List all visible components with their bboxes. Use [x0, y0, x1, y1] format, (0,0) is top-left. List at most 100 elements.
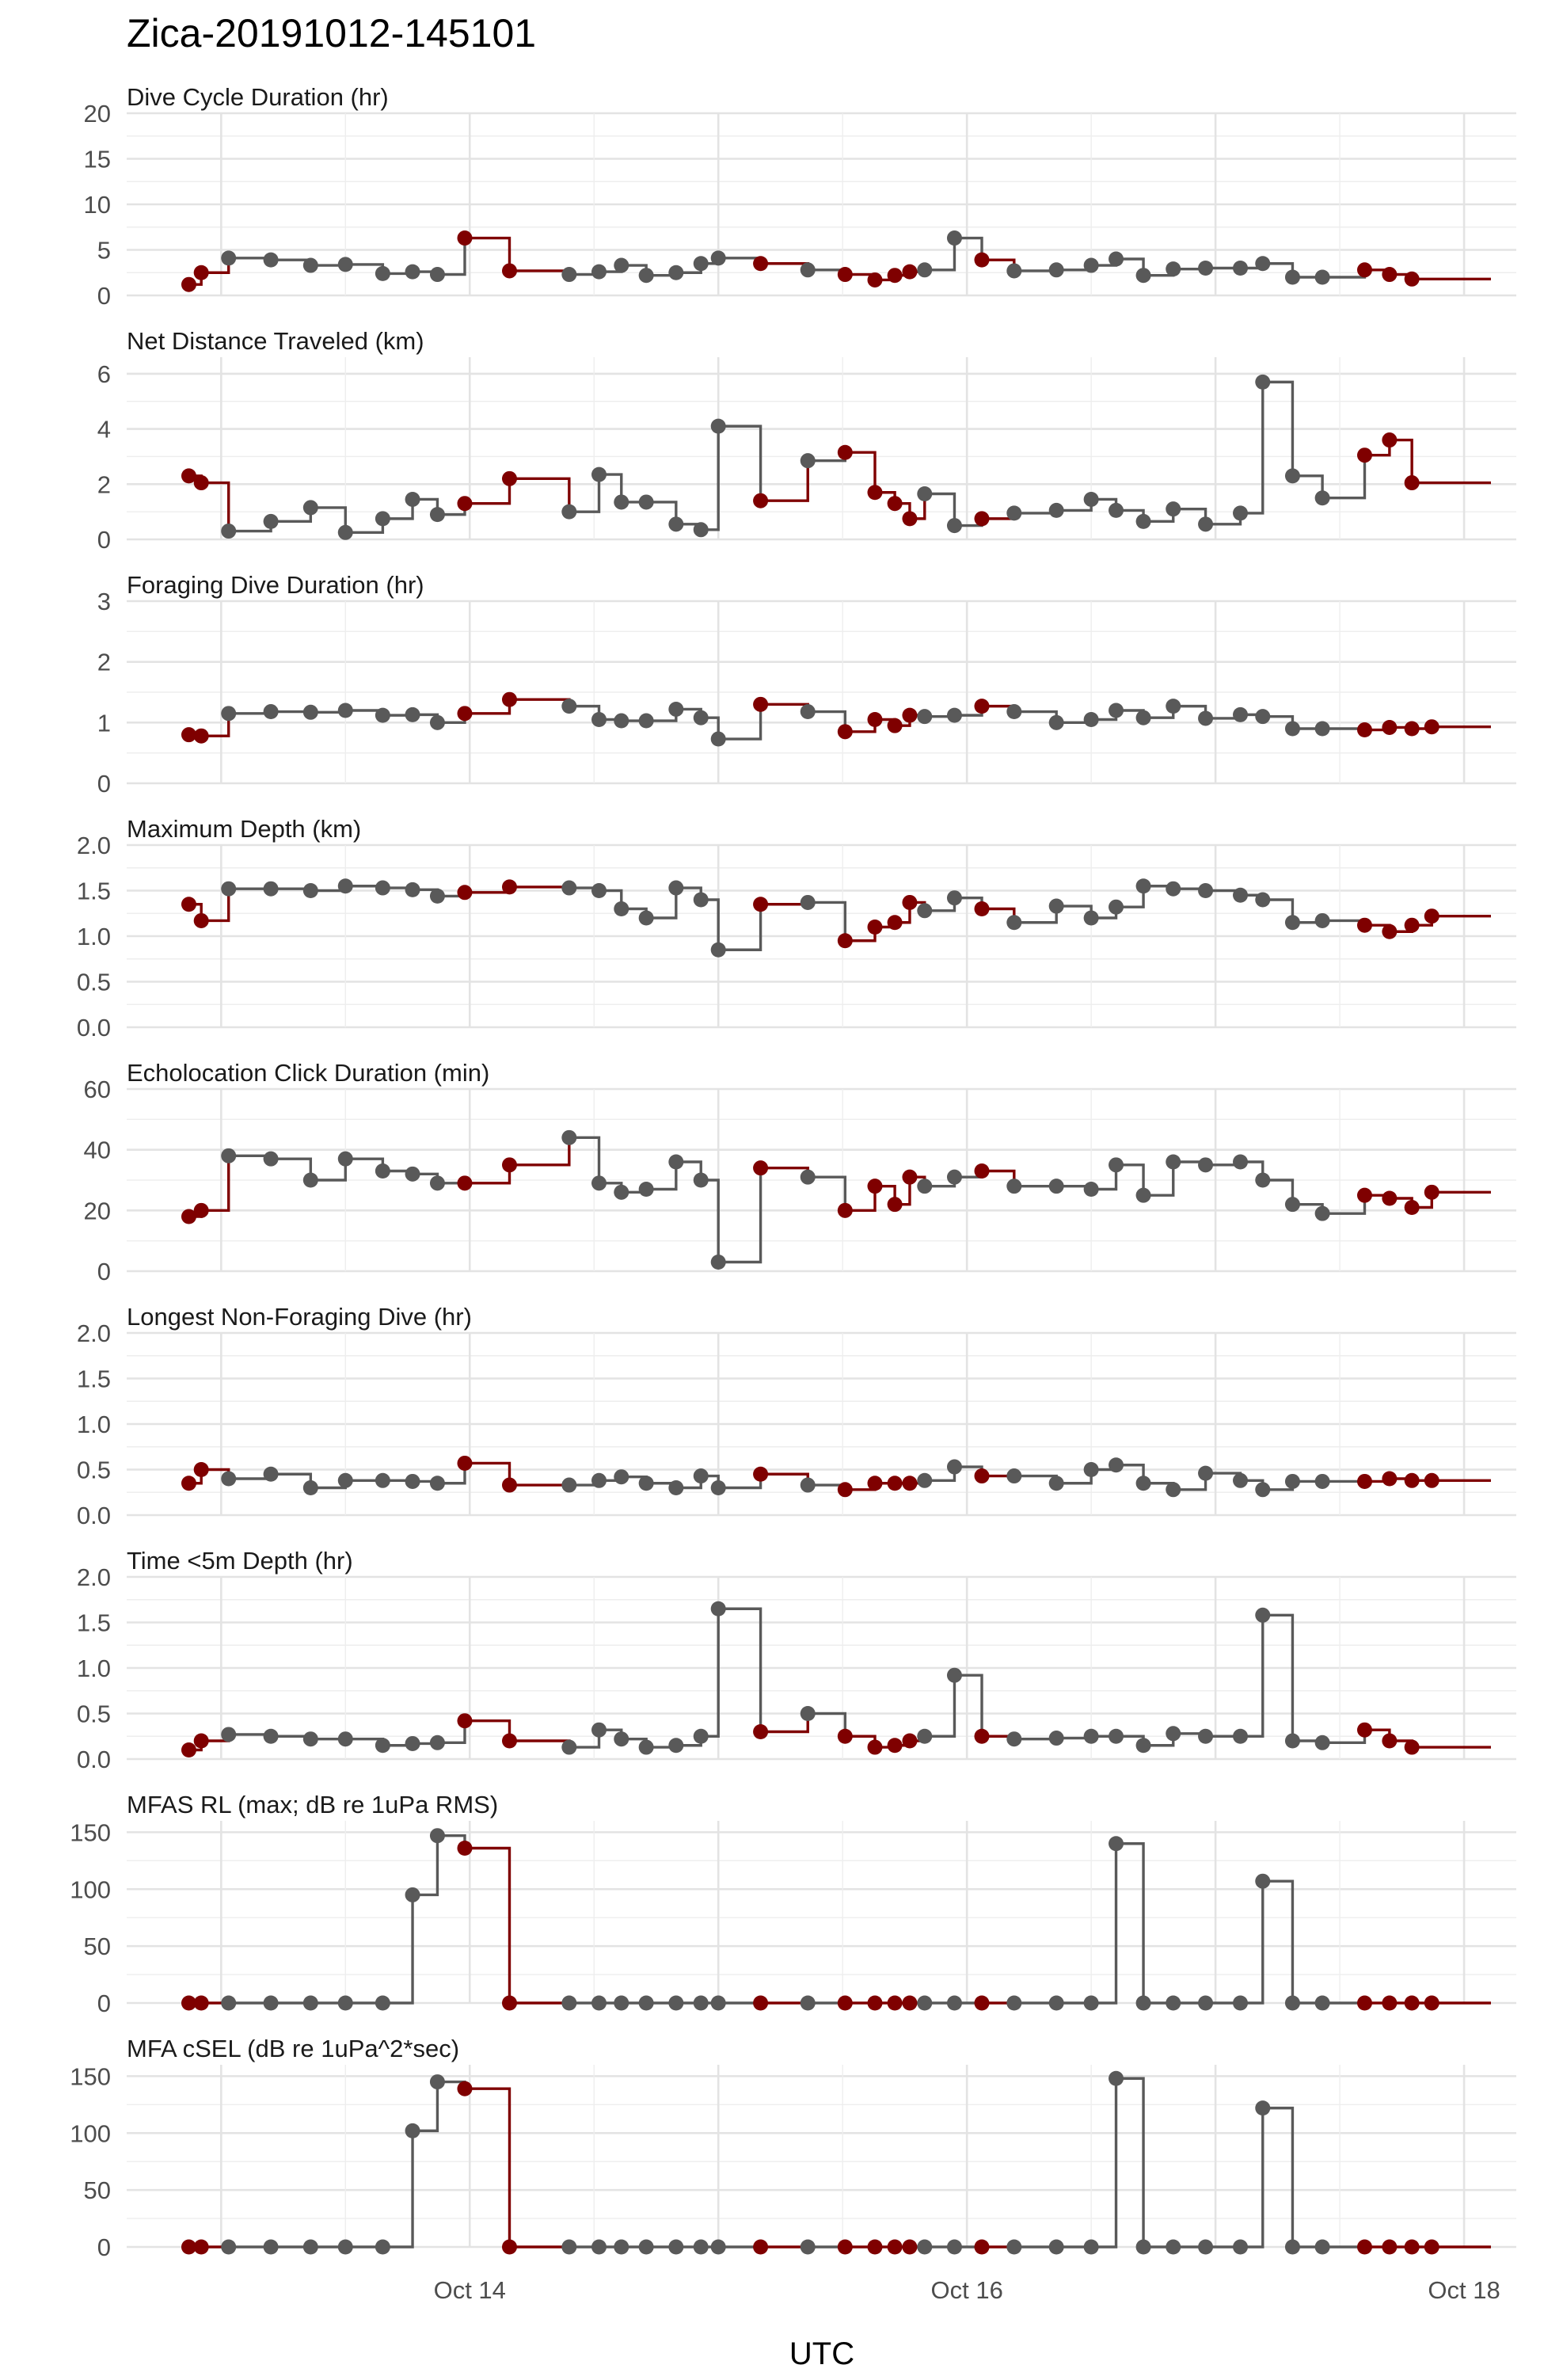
- data-point: [1233, 261, 1249, 276]
- data-point: [1109, 703, 1124, 718]
- y-tick-label: 60: [84, 1076, 111, 1103]
- data-point: [638, 1182, 654, 1197]
- data-point: [902, 1733, 918, 1749]
- data-point: [1083, 1182, 1099, 1197]
- data-point: [1198, 516, 1214, 532]
- data-point: [302, 1995, 318, 2011]
- data-point: [710, 942, 726, 958]
- data-point: [837, 933, 853, 949]
- data-point: [1135, 1738, 1151, 1754]
- data-point: [1198, 2239, 1214, 2255]
- data-point: [1255, 256, 1271, 272]
- data-point: [974, 252, 990, 268]
- data-point: [887, 1738, 903, 1754]
- data-point: [1404, 1995, 1420, 2011]
- step-segment: [382, 2131, 414, 2249]
- step-segment: [413, 1835, 439, 1897]
- data-point: [800, 262, 816, 278]
- data-point: [429, 507, 445, 523]
- data-point: [405, 264, 420, 280]
- data-point: [1382, 267, 1398, 283]
- data-point: [457, 1713, 473, 1729]
- data-point: [1233, 2239, 1249, 2255]
- data-point: [457, 706, 473, 722]
- step-segment: [1240, 1881, 1264, 2005]
- data-point: [1109, 1457, 1124, 1473]
- data-point: [1314, 721, 1330, 737]
- data-point: [693, 1468, 709, 1484]
- data-point: [837, 2239, 853, 2255]
- data-point: [1135, 1476, 1151, 1491]
- data-point: [1424, 719, 1439, 735]
- data-point: [591, 466, 607, 482]
- data-point: [591, 264, 607, 280]
- data-point: [974, 1728, 990, 1744]
- data-point: [405, 1473, 420, 1489]
- data-point: [181, 1995, 196, 2011]
- data-point: [1382, 923, 1398, 939]
- data-point: [1284, 915, 1300, 931]
- step-segment: [1262, 2106, 1295, 2247]
- data-point: [800, 1995, 816, 2011]
- data-point: [263, 1151, 279, 1167]
- step-segment: [437, 238, 466, 276]
- data-point: [710, 1601, 726, 1616]
- data-point: [946, 1169, 962, 1185]
- data-point: [917, 1472, 933, 1488]
- data-point: [1356, 1722, 1372, 1738]
- data-point: [753, 1724, 769, 1739]
- step-segment: [509, 477, 571, 512]
- x-axis: Oct 14 Oct 16 Oct 18: [434, 2276, 1500, 2304]
- panel-3: Foraging Dive Duration (hr) 0 1 2 3: [97, 571, 1516, 798]
- data-point: [1233, 1995, 1249, 2011]
- x-tick-label: Oct 16: [930, 2276, 1002, 2304]
- data-point: [668, 880, 684, 896]
- data-point: [181, 1209, 196, 1224]
- data-point: [181, 468, 196, 484]
- step-segment: [1143, 1162, 1175, 1197]
- data-point: [302, 1172, 318, 1188]
- data-point: [1198, 1465, 1214, 1481]
- y-tick-label: 1.0: [77, 923, 111, 950]
- data-point: [561, 699, 577, 714]
- y-tick-label: 150: [70, 1818, 111, 1846]
- data-point: [1048, 262, 1064, 278]
- data-point: [221, 1148, 237, 1163]
- y-tick-label: 10: [84, 191, 111, 219]
- y-tick-label: 5: [97, 237, 111, 265]
- step-segment: [646, 1162, 678, 1191]
- data-point: [1135, 878, 1151, 894]
- data-point: [693, 710, 709, 725]
- data-point: [946, 1995, 962, 2011]
- data-point: [1006, 1731, 1022, 1747]
- step-segment: [718, 425, 762, 501]
- data-point: [1006, 704, 1022, 720]
- data-point: [887, 1197, 903, 1213]
- panel-title: Foraging Dive Duration (hr): [127, 571, 424, 599]
- data-point: [337, 524, 353, 540]
- data-point: [1424, 908, 1439, 924]
- data-point: [902, 264, 918, 280]
- data-point: [800, 1169, 816, 1185]
- data-point: [1135, 268, 1151, 284]
- data-point: [1404, 721, 1420, 737]
- data-point: [1109, 502, 1124, 518]
- data-point: [181, 276, 196, 292]
- data-point: [837, 1728, 853, 1744]
- data-point: [1382, 1190, 1398, 1206]
- step-segment: [201, 481, 230, 531]
- data-point: [337, 703, 353, 718]
- data-point: [867, 1995, 883, 2011]
- step-segment: [509, 1739, 571, 1748]
- step-segment: [701, 1179, 720, 1262]
- data-point: [902, 1169, 918, 1185]
- data-point: [1109, 1157, 1124, 1173]
- step-segment: [845, 451, 877, 493]
- data-point: [429, 267, 445, 283]
- y-tick-label: 2: [97, 649, 111, 676]
- data-point: [1382, 719, 1398, 735]
- data-point: [668, 1995, 684, 2011]
- data-point: [1048, 502, 1064, 518]
- data-point: [405, 491, 420, 507]
- data-point: [375, 1738, 390, 1754]
